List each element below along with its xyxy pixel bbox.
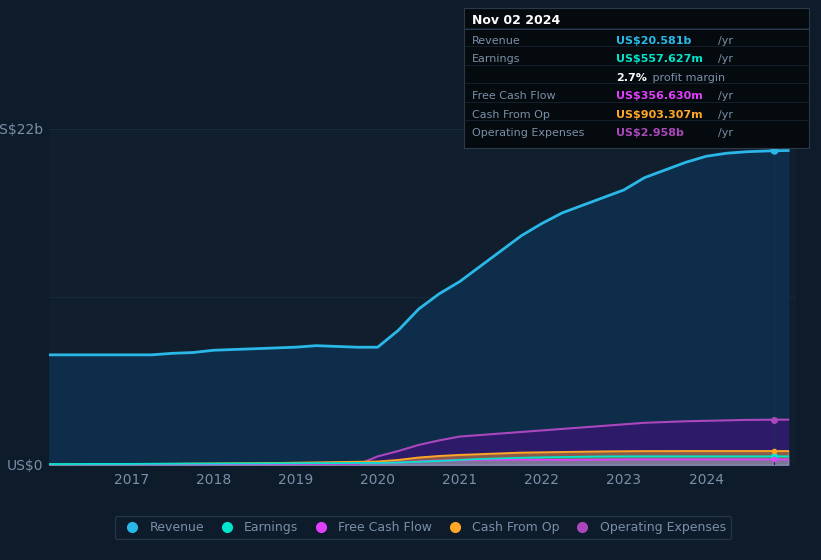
Text: Nov 02 2024: Nov 02 2024 — [472, 14, 560, 27]
Text: profit margin: profit margin — [649, 73, 725, 83]
Text: US$356.630m: US$356.630m — [616, 91, 703, 101]
Text: /yr: /yr — [718, 54, 733, 64]
Text: /yr: /yr — [718, 36, 733, 46]
Text: /yr: /yr — [718, 91, 733, 101]
Text: US$20.581b: US$20.581b — [616, 36, 691, 46]
Text: Earnings: Earnings — [472, 54, 521, 64]
Text: /yr: /yr — [718, 128, 733, 138]
Text: /yr: /yr — [718, 110, 733, 120]
Text: US$2.958b: US$2.958b — [616, 128, 684, 138]
Text: Operating Expenses: Operating Expenses — [472, 128, 585, 138]
Text: Revenue: Revenue — [472, 36, 521, 46]
Text: 2.7%: 2.7% — [616, 73, 647, 83]
Text: US$903.307m: US$903.307m — [616, 110, 703, 120]
Text: Free Cash Flow: Free Cash Flow — [472, 91, 556, 101]
Text: Cash From Op: Cash From Op — [472, 110, 550, 120]
Legend: Revenue, Earnings, Free Cash Flow, Cash From Op, Operating Expenses: Revenue, Earnings, Free Cash Flow, Cash … — [115, 516, 731, 539]
Text: US$557.627m: US$557.627m — [616, 54, 703, 64]
